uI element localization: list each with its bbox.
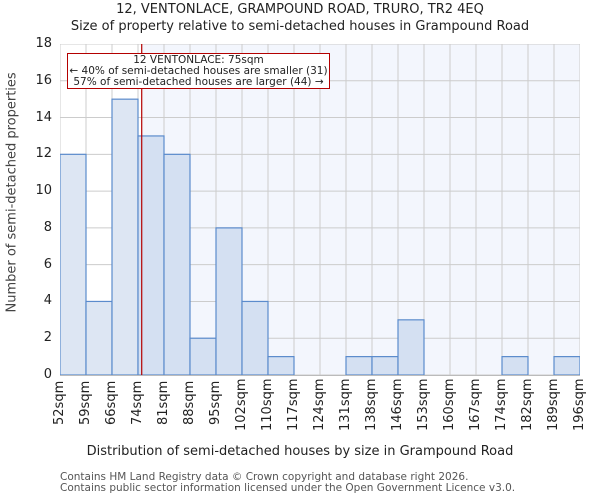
y-tick-label: 10 <box>35 183 52 199</box>
x-tick-label: 146sqm <box>390 378 405 431</box>
x-tick-label: 110sqm <box>260 378 275 431</box>
x-tick-label: 160sqm <box>442 378 457 431</box>
y-tick-label: 6 <box>43 256 52 272</box>
x-tick-label: 52sqm <box>52 381 67 426</box>
chart-subtitle: Size of property relative to semi-detach… <box>70 19 530 34</box>
histogram-bar <box>267 356 295 375</box>
y-tick-label: 2 <box>43 330 52 346</box>
histogram-bar <box>371 356 399 375</box>
x-tick-label: 189sqm <box>546 378 561 431</box>
larger-region <box>141 44 580 375</box>
histogram-bar <box>345 356 373 375</box>
histogram-bar <box>501 356 529 375</box>
annotation-line-2: ← 40% of semi-detached houses are smalle… <box>69 65 328 77</box>
x-tick-label: 88sqm <box>182 381 197 426</box>
histogram-bar <box>553 356 580 375</box>
histogram <box>60 44 580 375</box>
histogram-bar <box>215 227 243 375</box>
x-tick-label: 66sqm <box>104 381 119 426</box>
y-tick-label: 16 <box>35 72 52 88</box>
histogram-bar <box>111 98 139 375</box>
x-tick-label: 167sqm <box>468 378 483 431</box>
histogram-bar <box>163 153 191 375</box>
x-tick-label: 182sqm <box>520 378 535 431</box>
y-tick-label: 12 <box>35 146 52 162</box>
y-tick-label: 18 <box>35 36 52 51</box>
histogram-bar <box>85 300 113 375</box>
x-tick-label: 138sqm <box>364 378 379 431</box>
x-tick-label: 117sqm <box>286 378 301 431</box>
y-tick-label: 0 <box>43 367 52 382</box>
x-axis-label: Distribution of semi-detached houses by … <box>86 444 514 459</box>
footer-line-2: Contains public sector information licen… <box>60 482 516 494</box>
x-tick-label: 196sqm <box>572 378 587 431</box>
annotation-line-1: 12 VENTONLACE: 75sqm <box>133 54 264 66</box>
chart-title: 12, VENTONLACE, GRAMPOUND ROAD, TRURO, T… <box>116 2 484 17</box>
x-tick-label: 74sqm <box>130 381 145 426</box>
x-tick-label: 102sqm <box>234 378 249 431</box>
x-tick-label: 153sqm <box>416 378 431 431</box>
x-tick-label: 174sqm <box>494 378 509 431</box>
plot-area <box>60 44 580 376</box>
x-tick-label: 95sqm <box>208 381 223 426</box>
annotation-line-3: 57% of semi-detached houses are larger (… <box>73 76 324 88</box>
footer-line-1: Contains HM Land Registry data © Crown c… <box>60 471 469 483</box>
y-tick-label: 8 <box>43 219 52 235</box>
y-tick-label: 4 <box>43 293 52 309</box>
histogram-bar <box>60 153 87 375</box>
footer-attribution: Contains HM Land Registry data © Crown c… <box>60 472 515 494</box>
histogram-bar <box>189 337 217 375</box>
y-axis-label: Number of semi-detached properties <box>4 72 20 313</box>
x-tick-label: 81sqm <box>156 381 171 426</box>
property-annotation: 12 VENTONLACE: 75sqm ← 40% of semi-detac… <box>67 53 330 89</box>
histogram-bar <box>397 319 425 375</box>
x-tick-label: 59sqm <box>78 381 93 426</box>
x-tick-label: 124sqm <box>312 378 327 431</box>
histogram-bar <box>241 300 269 375</box>
x-tick-label: 131sqm <box>338 378 353 431</box>
y-tick-label: 14 <box>35 109 52 125</box>
